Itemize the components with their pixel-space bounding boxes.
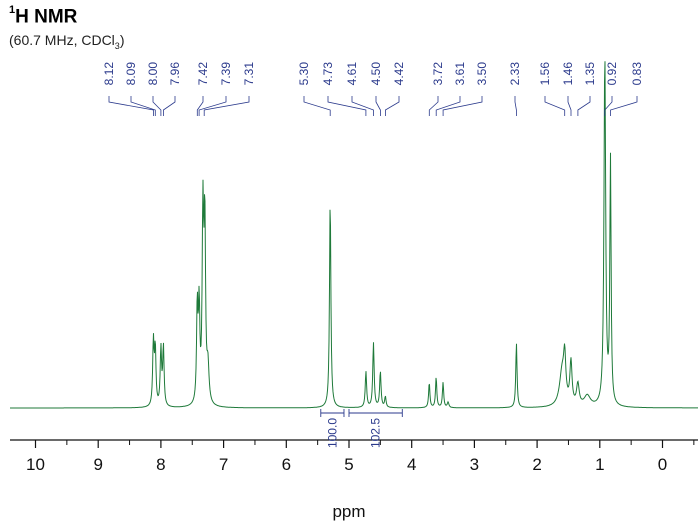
peak-label-connector xyxy=(130,96,156,116)
x-tick-label: 7 xyxy=(219,455,228,474)
peak-annotations: 8.12 8.09 8.00 7.96 7.42 7.39 7.31 5.30 4.73 4.61… xyxy=(102,62,644,116)
chart-title: 1H NMR xyxy=(9,4,78,28)
peak-label: 5.30 xyxy=(297,62,311,86)
peak-label-connector xyxy=(567,96,572,116)
x-tick-label: 4 xyxy=(407,455,416,474)
chart-subtitle: (60.7 MHz, CDCl3) xyxy=(9,32,124,51)
peak-label-connector xyxy=(327,96,367,116)
peak-label: 3.72 xyxy=(431,62,445,86)
x-tick-label: 6 xyxy=(282,455,291,474)
peak-label: 4.61 xyxy=(345,62,359,86)
title-text: H NMR xyxy=(15,6,78,28)
peak-label: 8.12 xyxy=(102,62,116,86)
peak-label-connector xyxy=(196,96,204,116)
x-tick-label: 3 xyxy=(470,455,479,474)
peak-label-connector xyxy=(604,96,613,116)
spectrum xyxy=(10,61,698,409)
x-tick-label: 10 xyxy=(26,455,45,474)
integrals: 100.0 102.5 xyxy=(320,409,403,448)
x-tick-label: 1 xyxy=(595,455,604,474)
peak-label: 7.31 xyxy=(242,62,256,86)
peak-label-connector xyxy=(435,96,461,116)
peak-label: 0.83 xyxy=(630,62,644,86)
subtitle-end: ) xyxy=(119,32,125,48)
x-tick-label: 8 xyxy=(156,455,165,474)
peak-label-connector xyxy=(303,96,331,116)
peak-label: 8.00 xyxy=(146,62,160,86)
peak-label-connector xyxy=(442,96,483,116)
title-superscript: 1 xyxy=(9,4,16,16)
peak-label-connector xyxy=(577,96,591,116)
peak-label: 7.96 xyxy=(168,62,182,86)
spectrum-trace xyxy=(10,61,698,409)
subtitle-main: (60.7 MHz, CDCl xyxy=(9,32,115,48)
peak-label: 3.61 xyxy=(453,62,467,86)
peak-label-connector xyxy=(203,96,250,116)
peak-label: 4.42 xyxy=(392,62,406,86)
peak-label-connector xyxy=(428,96,439,116)
peak-label-connector xyxy=(610,96,638,116)
peak-label-connector xyxy=(514,96,517,116)
peak-label-connector xyxy=(385,96,400,116)
integral-value: 102.5 xyxy=(369,418,383,448)
peak-label-connector xyxy=(163,96,176,116)
peak-label-connector xyxy=(152,96,162,116)
peak-label: 0.92 xyxy=(605,62,619,86)
peak-label: 4.50 xyxy=(369,62,383,86)
x-tick-label: 5 xyxy=(344,455,353,474)
peak-label: 3.50 xyxy=(475,62,489,86)
peak-label: 7.39 xyxy=(219,62,233,86)
x-tick-label: 2 xyxy=(532,455,541,474)
peak-label: 1.46 xyxy=(561,62,575,86)
peak-label-connector xyxy=(351,96,374,116)
x-axis-title: ppm xyxy=(332,502,365,521)
peak-label-connector xyxy=(544,96,566,116)
x-axis: 10 9 8 7 6 5 4 3 2 1 0 xyxy=(10,439,698,474)
peak-label: 1.56 xyxy=(538,62,552,86)
x-tick-label: 0 xyxy=(658,455,667,474)
subtitle-sub: 3 xyxy=(114,40,120,51)
peak-label-connector xyxy=(198,96,227,116)
peak-label: 7.42 xyxy=(196,62,210,86)
peak-label-connector xyxy=(375,96,381,116)
peak-label: 1.35 xyxy=(583,62,597,86)
peak-label: 2.33 xyxy=(508,62,522,86)
peak-label: 4.73 xyxy=(321,62,335,86)
x-tick-label: 9 xyxy=(93,455,102,474)
peak-label: 8.09 xyxy=(124,62,138,86)
peak-label-connector xyxy=(108,96,154,116)
integral-value: 100.0 xyxy=(325,418,339,448)
